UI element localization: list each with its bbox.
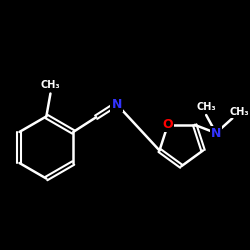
Text: CH₃: CH₃ [196, 102, 216, 112]
Text: N: N [211, 126, 221, 140]
Text: CH₃: CH₃ [41, 80, 60, 90]
Text: CH₃: CH₃ [229, 107, 249, 117]
Text: O: O [162, 118, 173, 132]
Text: N: N [112, 98, 122, 111]
